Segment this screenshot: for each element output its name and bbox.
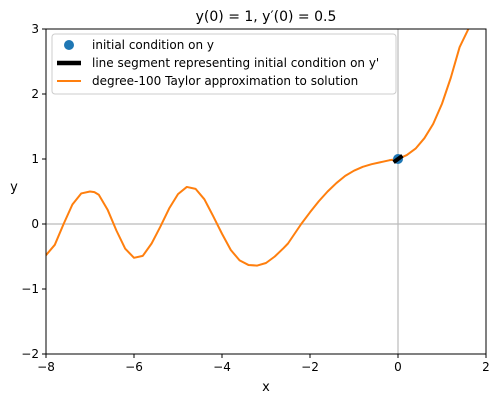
x-tick-label: 2: [482, 360, 490, 374]
initial-condition-layer: [392, 154, 404, 164]
legend-label-line-segment: line segment representing initial condit…: [92, 56, 379, 70]
legend-label-initial-condition: initial condition on y: [92, 38, 214, 52]
y-tick-label: 1: [31, 152, 39, 166]
x-axis-label: x: [262, 380, 270, 395]
y-tick-label: −2: [21, 347, 39, 361]
plot-frame: [45, 28, 487, 355]
x-axis-ticks: −8 −6 −4 −2 0 2: [37, 354, 490, 374]
x-tick-label: −4: [213, 360, 231, 374]
chart-title: y(0) = 1, y′(0) = 0.5: [196, 9, 337, 25]
y-tick-label: 3: [31, 22, 39, 36]
x-tick-label: −6: [125, 360, 143, 374]
y-tick-label: 2: [31, 87, 39, 101]
y-axis-label: y: [10, 180, 18, 195]
y-tick-label: −1: [21, 282, 39, 296]
x-tick-label: −8: [37, 360, 55, 374]
legend-box: [51, 33, 397, 95]
y-axis-ticks: −2 −1 0 1 2 3: [21, 22, 46, 361]
slope-segment: [392, 154, 404, 164]
legend-label-taylor: degree-100 Taylor approximation to solut…: [92, 74, 358, 88]
legend: initial condition on y line segment repr…: [51, 33, 397, 95]
legend-point-marker: [64, 40, 74, 50]
y-tick-label: 0: [31, 217, 39, 231]
reference-lines: [46, 29, 486, 354]
x-tick-label: 0: [394, 360, 402, 374]
x-tick-label: −2: [301, 360, 319, 374]
